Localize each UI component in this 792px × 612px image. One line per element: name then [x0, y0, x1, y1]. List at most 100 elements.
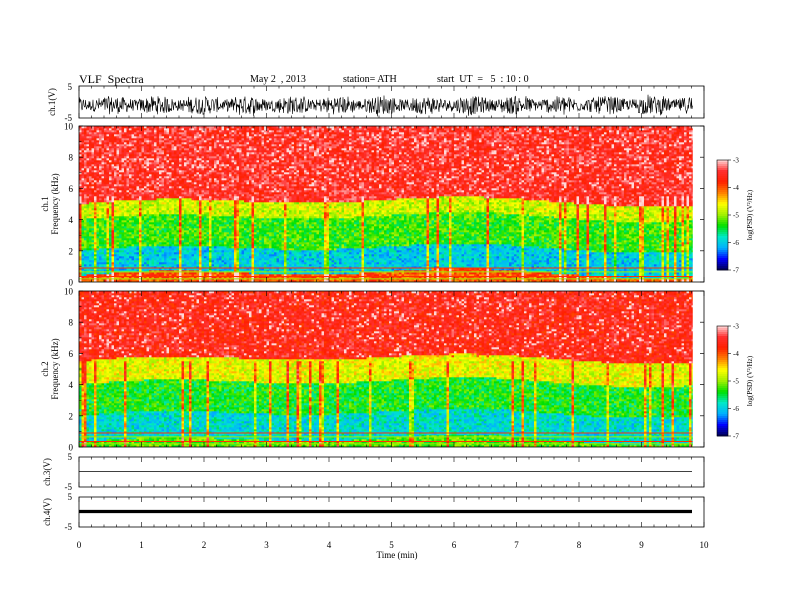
spectrogram-cell	[194, 166, 197, 168]
spectrogram-cell	[204, 254, 207, 256]
spectrogram-cell	[94, 212, 97, 214]
spectrogram-cell	[89, 254, 92, 256]
spectrogram-cell	[89, 222, 92, 224]
spectrogram-cell	[227, 248, 230, 250]
spectrogram-cell	[142, 152, 145, 154]
spectrogram-cell	[234, 182, 237, 184]
spectrogram-cell	[167, 168, 170, 170]
spectrogram-cell	[127, 224, 130, 226]
spectrogram-cell	[192, 128, 195, 130]
spectrogram-cell	[137, 142, 140, 144]
spectrogram-cell	[169, 184, 172, 186]
spectrogram-cell	[147, 164, 150, 166]
spectrogram-cell	[97, 258, 100, 260]
spectrogram-cell	[79, 192, 82, 194]
spectrogram-cell	[119, 208, 122, 210]
spectrogram-cell	[94, 176, 97, 178]
spectrogram-cell	[187, 274, 190, 276]
spectrogram-cell	[134, 130, 137, 132]
spectrogram-cell	[224, 202, 227, 204]
spectrogram-cell	[144, 182, 147, 184]
spectrogram-cell	[152, 194, 155, 196]
spectrogram-cell	[164, 204, 167, 206]
spectrogram-cell	[207, 174, 210, 176]
spectrogram-cell	[102, 188, 105, 190]
spectrogram-cell	[199, 180, 202, 182]
spectrogram-cell	[174, 264, 177, 266]
spectrogram-cell	[184, 206, 187, 208]
spectrogram-cell	[119, 142, 122, 144]
spectrogram-cell	[184, 140, 187, 142]
spectrogram-cell	[174, 170, 177, 172]
spectrogram-cell	[164, 240, 167, 242]
spectrogram-cell	[122, 140, 125, 142]
spectrogram-cell	[119, 182, 122, 184]
spectrogram-cell	[139, 200, 142, 202]
spectrogram-cell	[214, 190, 217, 192]
spectrogram-cell	[139, 192, 142, 194]
spectrogram-cell	[184, 188, 187, 190]
spectrogram-cell	[127, 182, 130, 184]
spectrogram-cell	[199, 160, 202, 162]
spectrogram-cell	[97, 150, 100, 152]
spectrogram-cell	[164, 162, 167, 164]
spectrogram-cell	[104, 196, 107, 198]
spectrogram-cell	[199, 140, 202, 142]
spectrogram-cell	[117, 216, 120, 218]
spectrogram-cell	[204, 150, 207, 152]
spectrogram-cell	[97, 202, 100, 204]
spectrogram-cell	[224, 140, 227, 142]
spectrogram-cell	[99, 216, 102, 218]
spectrogram-cell	[217, 146, 220, 148]
spectrogram-cell	[234, 136, 237, 138]
spectrogram-cell	[234, 262, 237, 264]
spectrogram-cell	[182, 156, 185, 158]
spectrogram-cell	[209, 246, 212, 248]
spectrogram-cell	[152, 178, 155, 180]
spectrogram-cell	[102, 140, 105, 142]
spectrogram-cell	[89, 162, 92, 164]
spectrogram-cell	[219, 206, 222, 208]
spectrogram-cell	[197, 140, 200, 142]
spectrogram-cell	[152, 154, 155, 156]
spectrogram-cell	[227, 146, 230, 148]
spectrogram-cell	[212, 204, 215, 206]
spectrogram-cell	[189, 142, 192, 144]
spectrogram-cell	[87, 188, 90, 190]
spectrogram-cell	[222, 180, 225, 182]
spectrogram-cell	[107, 218, 110, 220]
spectrogram-cell	[82, 166, 85, 168]
spectrogram-cell	[119, 218, 122, 220]
spectrogram-cell	[194, 138, 197, 140]
spectrogram-cell	[102, 146, 105, 148]
spectrogram-cell	[199, 164, 202, 166]
spectrogram-cell	[237, 248, 240, 250]
spectrogram-cell	[144, 210, 147, 212]
spectrogram-cell	[114, 202, 117, 204]
spectrogram-cell	[187, 154, 190, 156]
spectrogram-cell	[89, 136, 92, 138]
spectrogram-cell	[94, 258, 97, 260]
spectrogram-cell	[182, 158, 185, 160]
spectrogram-cell	[114, 172, 117, 174]
spectrogram-cell	[237, 216, 240, 218]
spectrogram-cell	[177, 146, 180, 148]
spectrogram-cell	[209, 170, 212, 172]
spectrogram-cell	[217, 214, 220, 216]
spectrogram-cell	[197, 150, 200, 152]
spectrogram-cell	[107, 168, 110, 170]
spectrogram-cell	[182, 130, 185, 132]
spectrogram-cell	[157, 240, 160, 242]
spectrogram-cell	[82, 152, 85, 154]
spectrogram-cell	[199, 248, 202, 250]
spectrogram-cell	[189, 192, 192, 194]
spectrogram-cell	[212, 254, 215, 256]
spectrogram-cell	[84, 228, 87, 230]
spectrogram-cell	[212, 240, 215, 242]
spectrogram-cell	[159, 248, 162, 250]
spectrogram-cell	[169, 252, 172, 254]
spectrogram-cell	[139, 248, 142, 250]
spectrogram-cell	[159, 166, 162, 168]
spectrogram-cell	[204, 242, 207, 244]
spectrogram-cell	[234, 140, 237, 142]
